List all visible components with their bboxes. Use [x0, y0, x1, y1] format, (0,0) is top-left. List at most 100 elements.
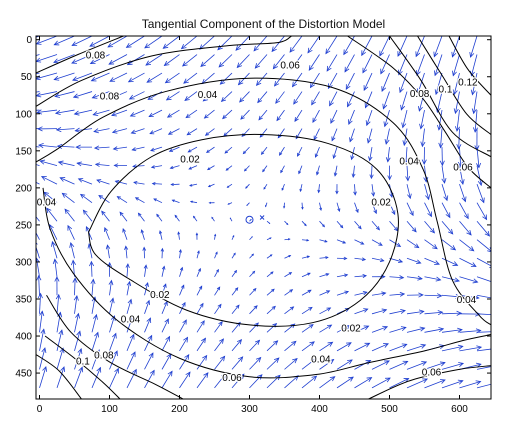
- vector-arrow-head: [72, 76, 78, 82]
- vector-arrow-head: [251, 253, 255, 256]
- vector-arrow: [193, 216, 198, 222]
- vector-arrow-head: [443, 195, 449, 202]
- vector-arrow-head: [297, 152, 301, 157]
- vector-arrow: [389, 257, 403, 263]
- vector-arrow-head: [94, 162, 101, 167]
- vector-arrow: [109, 350, 118, 370]
- vector-arrow-head: [111, 128, 118, 134]
- vector-arrow: [51, 241, 58, 259]
- vector-arrow: [336, 274, 348, 278]
- vector-arrow: [459, 330, 481, 333]
- vector-arrow: [135, 197, 145, 204]
- vector-arrow-head: [163, 300, 168, 306]
- vector-arrow-head: [314, 153, 319, 158]
- vector-arrow-head: [491, 280, 496, 284]
- vector-arrow-head: [127, 298, 133, 305]
- vector-arrow: [354, 360, 371, 370]
- vector-arrow-head: [76, 161, 82, 167]
- vector-arrow: [115, 180, 128, 185]
- vector-arrow-head: [37, 292, 43, 299]
- vector-arrow-head: [343, 256, 348, 261]
- vector-arrow: [249, 322, 259, 333]
- vector-arrow: [179, 354, 190, 370]
- vector-arrow-head: [366, 377, 373, 382]
- vector-arrow-head: [380, 68, 385, 75]
- vector-arrow: [249, 357, 262, 370]
- vector-arrow: [316, 165, 320, 175]
- vector-arrow-head: [109, 77, 116, 82]
- vector-arrow: [289, 36, 303, 53]
- vector-arrow-head: [240, 115, 245, 120]
- vector-arrow: [214, 286, 221, 296]
- vector-arrow: [406, 310, 424, 315]
- vector-arrow: [141, 229, 145, 240]
- vector-arrow-head: [280, 169, 284, 174]
- vector-arrow-head: [179, 266, 184, 271]
- vector-arrow: [266, 340, 278, 352]
- vector-arrow: [249, 305, 258, 315]
- vector-arrow: [459, 184, 466, 202]
- vector-arrow-head: [163, 60, 170, 67]
- vector-arrow-head: [232, 234, 235, 238]
- vector-arrow-head: [391, 210, 396, 216]
- vector-arrow-head: [396, 242, 402, 247]
- vector-arrow-head: [343, 49, 349, 56]
- vector-arrow-head: [255, 339, 261, 345]
- vector-arrow: [298, 165, 303, 174]
- vector-arrow: [170, 165, 180, 169]
- vector-arrow-head: [219, 355, 226, 362]
- vector-arrow-head: [187, 149, 192, 153]
- vector-arrow-head: [233, 252, 236, 256]
- vector-arrow-head: [434, 260, 440, 265]
- vector-arrow-head: [421, 361, 428, 366]
- vector-arrow: [371, 165, 373, 179]
- vector-arrow-head: [181, 301, 186, 307]
- contour-label: 0.04: [37, 197, 57, 208]
- vector-arrow-head: [399, 275, 405, 280]
- vector-arrow-head: [192, 215, 196, 219]
- vector-arrow: [56, 366, 65, 389]
- vector-arrow-head: [416, 259, 422, 264]
- vector-arrow: [128, 72, 145, 83]
- plot-background: [36, 36, 491, 399]
- vector-arrow: [389, 343, 407, 352]
- vector-arrow-head: [246, 204, 248, 206]
- vector-arrow: [284, 375, 299, 389]
- vector-arrow-head: [420, 141, 426, 148]
- vector-arrow-head: [260, 151, 265, 156]
- vector-arrow-head: [133, 181, 138, 185]
- vector-arrow-head: [457, 161, 463, 168]
- vector-arrow: [424, 220, 435, 234]
- vector-arrow: [96, 179, 110, 185]
- contour-lines: [36, 36, 491, 399]
- vector-arrow: [311, 91, 320, 105]
- vector-arrow-head: [107, 42, 114, 48]
- vector-arrow-head: [326, 324, 333, 330]
- vector-arrow: [319, 324, 332, 333]
- vector-arrow: [217, 36, 233, 50]
- vector-arrow-head: [40, 176, 47, 181]
- vector-arrow-head: [242, 150, 247, 155]
- vector-arrow: [354, 275, 367, 278]
- vector-arrow-head: [340, 224, 344, 229]
- vector-arrow-head: [292, 357, 298, 364]
- vector-arrow-head: [95, 349, 101, 356]
- vector-arrow: [138, 213, 145, 222]
- vector-arrow: [144, 300, 150, 314]
- vector-arrow: [109, 333, 117, 351]
- vector-arrow-head: [325, 256, 329, 260]
- vector-arrow-head: [220, 96, 227, 102]
- vector-arrow-head: [53, 58, 59, 64]
- vector-arrow-head: [459, 179, 465, 185]
- vector-arrow-head: [243, 168, 247, 172]
- contour-label: 0.04: [121, 314, 141, 325]
- vector-arrow-head: [327, 341, 334, 347]
- vector-arrow-head: [427, 211, 432, 218]
- vector-arrow: [126, 334, 135, 352]
- vector-arrow-head: [221, 372, 227, 379]
- vector-arrow: [266, 254, 273, 259]
- vector-arrow-head: [304, 223, 307, 227]
- vector-arrow: [389, 276, 404, 279]
- vector-arrow-head: [384, 139, 390, 145]
- contour-label: 0.04: [198, 90, 218, 101]
